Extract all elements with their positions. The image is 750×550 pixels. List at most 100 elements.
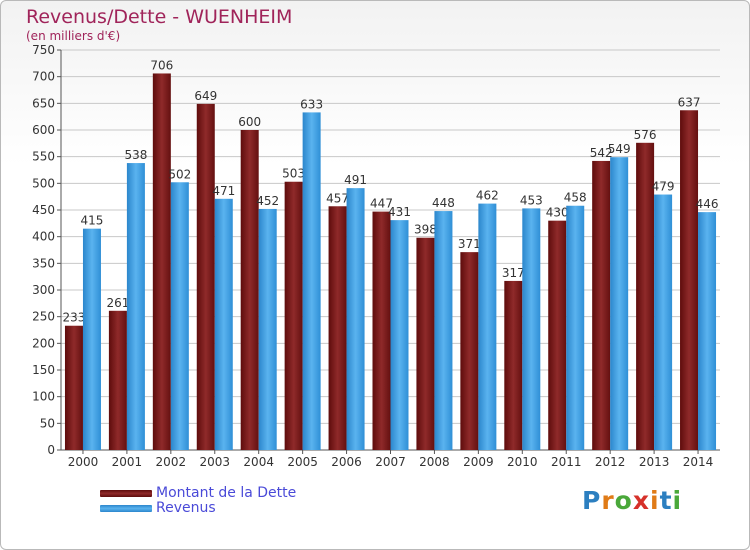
y-tick-label: 700 bbox=[32, 70, 55, 84]
data-label-dette: 706 bbox=[150, 58, 173, 72]
y-tick-label: 550 bbox=[32, 150, 55, 164]
bar-dette bbox=[328, 206, 347, 450]
data-label-dette: 398 bbox=[414, 223, 437, 237]
x-tick-label: 2006 bbox=[331, 455, 362, 469]
data-label-dette: 600 bbox=[238, 115, 261, 129]
data-label-dette: 430 bbox=[546, 206, 569, 220]
legend-swatch-revenus bbox=[100, 505, 152, 512]
logo-letter: x bbox=[632, 486, 650, 515]
x-tick-label: 2010 bbox=[507, 455, 538, 469]
data-label-revenus: 415 bbox=[81, 214, 104, 228]
y-tick-label: 750 bbox=[32, 43, 55, 57]
y-tick-label: 0 bbox=[47, 443, 55, 457]
x-tick-label: 2013 bbox=[639, 455, 670, 469]
y-tick-label: 150 bbox=[32, 363, 55, 377]
bar-dette bbox=[64, 325, 83, 450]
data-label-revenus: 633 bbox=[300, 97, 323, 111]
data-label-dette: 637 bbox=[678, 95, 701, 109]
y-tick-label: 350 bbox=[32, 256, 55, 270]
chart-subtitle: (en milliers d'€) bbox=[26, 29, 121, 43]
data-label-revenus: 448 bbox=[432, 196, 455, 210]
bar-revenus bbox=[126, 163, 145, 451]
bar-revenus bbox=[522, 208, 541, 450]
data-label-dette: 261 bbox=[106, 296, 129, 310]
data-label-dette: 649 bbox=[194, 89, 217, 103]
data-label-dette: 233 bbox=[63, 311, 86, 325]
bar-revenus bbox=[654, 194, 673, 450]
bar-revenus bbox=[434, 211, 453, 450]
bar-revenus bbox=[82, 228, 101, 450]
chart-title: Revenus/Dette - WUENHEIM bbox=[26, 6, 293, 28]
x-tick-label: 2002 bbox=[156, 455, 187, 469]
data-label-dette: 576 bbox=[634, 128, 657, 142]
bar-dette bbox=[504, 280, 523, 450]
bar-dette bbox=[152, 73, 171, 450]
bar-dette bbox=[592, 160, 611, 450]
data-label-revenus: 471 bbox=[212, 184, 235, 198]
logo-letter: o bbox=[614, 486, 633, 515]
x-tick-label: 2009 bbox=[463, 455, 494, 469]
bar-dette bbox=[680, 110, 699, 451]
data-label-revenus: 491 bbox=[344, 173, 367, 187]
x-tick-label: 2001 bbox=[112, 455, 143, 469]
bar-dette bbox=[196, 103, 215, 450]
bar-revenus bbox=[214, 198, 233, 450]
data-label-revenus: 479 bbox=[652, 180, 675, 194]
data-label-revenus: 446 bbox=[696, 197, 719, 211]
x-tick-label: 2007 bbox=[375, 455, 406, 469]
bar-revenus bbox=[170, 182, 189, 450]
logo-letter: i bbox=[672, 486, 683, 515]
y-tick-label: 100 bbox=[32, 390, 55, 404]
data-label-dette: 371 bbox=[458, 237, 481, 251]
data-label-revenus: 462 bbox=[476, 189, 499, 203]
bar-revenus bbox=[346, 188, 365, 450]
y-tick-label: 500 bbox=[32, 176, 55, 190]
y-tick-label: 250 bbox=[32, 310, 55, 324]
data-label-revenus: 538 bbox=[124, 148, 147, 162]
bar-revenus bbox=[698, 212, 717, 450]
data-label-revenus: 431 bbox=[388, 205, 411, 219]
data-label-revenus: 549 bbox=[608, 142, 631, 156]
legend-swatch-dette bbox=[100, 490, 152, 497]
x-tick-label: 2000 bbox=[68, 455, 99, 469]
y-tick-label: 450 bbox=[32, 203, 55, 217]
data-label-dette: 457 bbox=[326, 191, 349, 205]
x-tick-label: 2005 bbox=[287, 455, 318, 469]
data-label-revenus: 452 bbox=[256, 194, 279, 208]
y-tick-label: 600 bbox=[32, 123, 55, 137]
bar-revenus bbox=[390, 220, 409, 450]
logo-letter: t bbox=[659, 486, 673, 515]
bar-revenus bbox=[610, 157, 629, 450]
bar-revenus bbox=[478, 203, 497, 450]
data-label-dette: 447 bbox=[370, 197, 393, 211]
logo-letter: P bbox=[582, 486, 602, 515]
y-tick-label: 400 bbox=[32, 230, 55, 244]
legend-label-revenus: Revenus bbox=[156, 500, 216, 516]
legend-label-dette: Montant de la Dette bbox=[156, 485, 297, 501]
x-tick-label: 2003 bbox=[199, 455, 230, 469]
logo-letter: r bbox=[601, 486, 615, 515]
data-label-dette: 503 bbox=[282, 167, 305, 181]
x-tick-label: 2011 bbox=[551, 455, 582, 469]
data-label-dette: 542 bbox=[590, 146, 613, 160]
data-label-revenus: 502 bbox=[168, 167, 191, 181]
x-tick-label: 2014 bbox=[683, 455, 714, 469]
bar-dette bbox=[460, 252, 479, 450]
data-label-revenus: 453 bbox=[520, 193, 543, 207]
bar-dette bbox=[636, 142, 655, 451]
y-tick-label: 50 bbox=[40, 416, 55, 430]
bar-revenus bbox=[258, 208, 277, 450]
bar-revenus bbox=[566, 205, 585, 450]
data-label-revenus: 458 bbox=[564, 191, 587, 205]
x-tick-label: 2012 bbox=[595, 455, 626, 469]
data-label-dette: 317 bbox=[502, 266, 525, 280]
bar-dette bbox=[416, 237, 435, 450]
bar-dette bbox=[548, 220, 567, 450]
bar-dette bbox=[284, 181, 303, 450]
logo-letter: i bbox=[650, 486, 660, 515]
y-tick-label: 650 bbox=[32, 96, 55, 110]
y-tick-label: 200 bbox=[32, 336, 55, 350]
bar-revenus bbox=[302, 112, 321, 451]
y-tick-label: 300 bbox=[32, 283, 55, 297]
